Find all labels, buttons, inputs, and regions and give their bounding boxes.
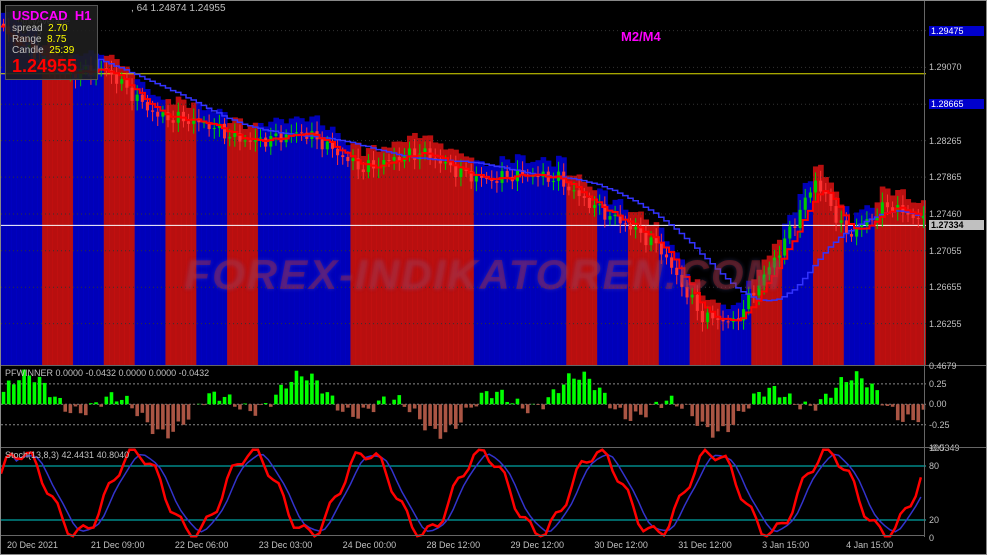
watermark: FOREX-INDIKATOREN.COM [61,251,906,299]
xaxis-tick: 21 Dec 09:00 [85,540,169,550]
xaxis-tick: 28 Dec 12:00 [421,540,505,550]
pfwinner-label: PFWINNER 0.0000 -0.0432 0.0000 0.0000 -0… [5,368,209,378]
xaxis-tick: 29 Dec 12:00 [504,540,588,550]
symbol-info-box: USDCAD H1 spread 2.70 Range 8.75 Candle … [5,5,98,80]
xaxis-tick: 24 Dec 00:00 [337,540,421,550]
price-chart[interactable] [1,1,924,365]
xaxis-tick: 30 Dec 12:00 [588,540,672,550]
xaxis-tick: 22 Dec 06:00 [169,540,253,550]
stoch-yaxis: 10080200 [924,447,986,537]
xaxis-tick: 23 Dec 03:00 [253,540,337,550]
stoch-panel[interactable]: Stoch(13,8,3) 42.4431 40.8040 [1,447,924,537]
pfwinner-svg [1,366,926,448]
time-xaxis: 20 Dec 202121 Dec 09:0022 Dec 06:0023 De… [1,535,924,554]
pfwinner-panel[interactable]: PFWINNER 0.0000 -0.0432 0.0000 0.0000 -0… [1,365,924,447]
stoch-svg [1,448,926,538]
xaxis-tick: 4 Jan 15:00 [840,540,924,550]
overlay-label: M2/M4 [621,29,661,44]
price-yaxis: 1.294751.290701.286651.282651.278651.274… [924,1,986,365]
trading-chart-window: , 64 1.24874 1.24955 MonthlyAverage H 1.… [0,0,987,555]
stoch-label: Stoch(13,8,3) 42.4431 40.8040 [5,450,129,460]
xaxis-tick: 20 Dec 2021 [1,540,85,550]
xaxis-tick: 3 Jan 15:00 [756,540,840,550]
last-price: 1.24955 [12,56,91,77]
pfwinner-yaxis: 0.46790.250.00-0.25-0.5349 [924,365,986,447]
price-chart-svg [1,1,926,365]
xaxis-tick: 31 Dec 12:00 [672,540,756,550]
